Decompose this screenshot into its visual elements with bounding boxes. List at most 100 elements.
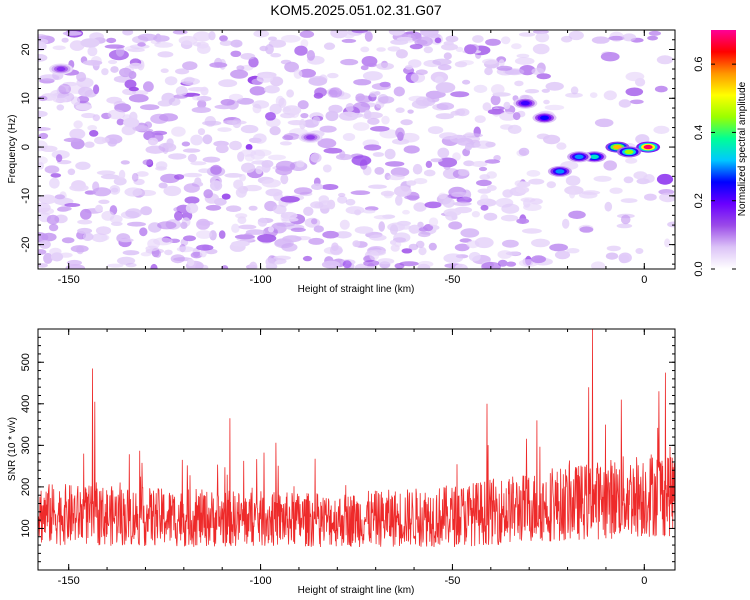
heatmap-blob — [196, 230, 213, 239]
heatmap-blob — [568, 210, 586, 219]
heatmap-blob — [566, 248, 580, 254]
heatmap-blob — [176, 246, 195, 253]
heatmap-blob — [276, 222, 295, 227]
heatmap-blob — [248, 56, 259, 68]
heatmap-blob — [261, 160, 274, 168]
heatmap-blob — [462, 79, 471, 85]
heatmap-blob — [484, 159, 501, 164]
heatmap-y-tick-label: -20 — [20, 237, 32, 253]
heatmap-blob — [635, 134, 650, 145]
heatmap-x-tick-label: 0 — [641, 274, 647, 286]
colorbar: 0.0 0.2 0.4 0.6 Normalized spectral amplitu… — [693, 30, 748, 277]
snr-y-tick-label: 300 — [20, 436, 32, 454]
heatmap-blob — [107, 263, 124, 268]
heatmap-blob — [390, 39, 409, 45]
heatmap-blob — [428, 242, 437, 251]
heatmap-blob — [644, 193, 657, 201]
heatmap-blob — [283, 133, 300, 140]
heatmap-blob — [95, 226, 112, 236]
heatmap-blob — [311, 183, 324, 190]
heatmap-blob — [427, 33, 441, 39]
heatmap-blob — [183, 183, 200, 193]
heatmap-blob — [418, 227, 428, 232]
heatmap-blob — [608, 35, 625, 41]
heatmap-blob — [568, 30, 584, 41]
heatmap-blob — [261, 179, 281, 188]
heatmap-blob — [129, 62, 143, 69]
heatmap-blob — [100, 174, 120, 180]
heatmap-blob — [286, 89, 294, 98]
heatmap-blob — [240, 149, 257, 157]
heatmap-blob — [518, 32, 536, 37]
heatmap-blob — [196, 244, 214, 251]
heatmap-blob — [234, 234, 255, 240]
heatmap-blob — [457, 169, 470, 176]
heatmap-blob — [364, 31, 373, 42]
heatmap-blob — [168, 97, 181, 106]
heatmap-blob — [565, 92, 583, 98]
heatmap-blob — [405, 65, 413, 70]
heatmap-blob — [272, 204, 287, 215]
heatmap-blob — [174, 211, 183, 221]
heatmap-blob — [484, 67, 493, 76]
heatmap-blob — [410, 228, 417, 234]
heatmap-x-tick-label: -50 — [444, 274, 460, 286]
heatmap-blob — [331, 242, 339, 251]
heatmap-blob — [443, 41, 454, 46]
heatmap-blob — [56, 104, 65, 111]
heatmap-blob — [625, 87, 644, 97]
heatmap-blob — [183, 235, 196, 242]
heatmap-blob — [378, 221, 386, 232]
heatmap-blob — [328, 87, 343, 98]
heatmap-blob — [69, 184, 89, 192]
colorbar-tick-label: 0.6 — [693, 56, 705, 71]
heatmap-blob — [442, 197, 455, 208]
heatmap-blob — [352, 102, 371, 113]
heatmap-blob — [210, 164, 222, 175]
heatmap-blob — [221, 265, 229, 269]
snr-plot-area — [37, 328, 676, 548]
heatmap-blob — [124, 187, 143, 197]
heatmap-y-tick-label: 10 — [20, 92, 32, 104]
heatmap-blob — [437, 147, 450, 159]
heatmap-blob — [63, 137, 81, 143]
heatmap-blob — [360, 46, 370, 53]
heatmap-blob — [521, 228, 542, 234]
heatmap-blob — [450, 91, 470, 98]
heatmap-blob — [609, 187, 623, 194]
heatmap-blob — [174, 174, 185, 180]
heatmap-blob — [342, 260, 352, 269]
heatmap-blob — [654, 85, 668, 93]
heatmap-blob — [354, 263, 368, 269]
heatmap-blob — [323, 42, 336, 50]
heatmap-blob — [339, 219, 350, 230]
heatmap-blob — [351, 30, 368, 34]
heatmap-blob — [121, 125, 136, 136]
heatmap-blob — [143, 81, 154, 92]
heatmap-blob — [113, 177, 127, 186]
heatmap-blob — [464, 44, 477, 55]
heatmap-blob — [377, 258, 395, 265]
heatmap-blob — [140, 206, 153, 216]
heatmap-blob — [175, 86, 188, 96]
heatmap-blob — [80, 38, 100, 48]
colorbar-tick-label: 0.0 — [693, 261, 705, 276]
heatmap-blob — [487, 108, 505, 115]
heatmap-blob — [647, 35, 658, 41]
heatmap-blob — [439, 132, 458, 140]
snr-x-tick-label: -100 — [250, 575, 272, 587]
heatmap-blob — [77, 227, 93, 234]
colorbar-title: Normalized spectral amplitude — [737, 81, 748, 216]
heatmap-blob — [485, 38, 501, 46]
heatmap-blob — [230, 39, 243, 48]
heatmap-blob — [635, 248, 644, 254]
heatmap-blob — [633, 171, 648, 180]
colorbar-tick-label: 0.2 — [693, 193, 705, 208]
heatmap-blob — [101, 210, 115, 221]
heatmap-blob — [591, 36, 610, 44]
heatmap-blob — [355, 93, 366, 101]
heatmap-blob — [512, 112, 521, 121]
heatmap-hotspot — [520, 101, 530, 106]
heatmap-blob — [395, 127, 405, 139]
